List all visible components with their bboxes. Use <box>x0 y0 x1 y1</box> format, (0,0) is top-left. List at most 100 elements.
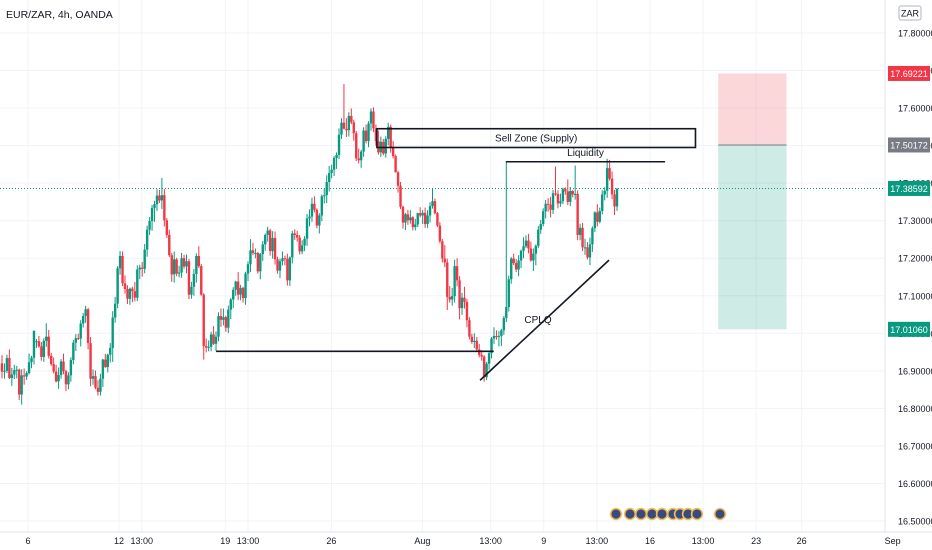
price-tick-label: 17.60000 <box>898 104 932 114</box>
candle <box>495 330 498 340</box>
stop-loss-zone[interactable] <box>718 73 787 145</box>
candle <box>155 189 159 211</box>
candle <box>158 189 161 204</box>
candle <box>244 271 247 305</box>
drawings[interactable]: Sell Zone (Supply) Liquidity CPLQ <box>216 127 697 381</box>
price-tick-label: 16.50000 <box>898 517 932 527</box>
time-tick-label: 19 <box>220 536 230 546</box>
candle-body <box>337 134 341 155</box>
candle-body <box>268 230 272 252</box>
candle-body <box>598 210 601 222</box>
candle-body <box>460 297 464 309</box>
candle-body <box>350 115 353 123</box>
candle-body <box>192 273 196 287</box>
candle <box>165 218 169 238</box>
time-axis[interactable]: 6 12 13:00 19 13:00 26 Aug 13:00 9 13:00 16 13:00 23… <box>0 531 932 546</box>
grid <box>0 0 894 532</box>
candle <box>409 210 412 224</box>
candle <box>394 154 397 173</box>
event-icon-dot <box>636 509 646 519</box>
candle <box>148 216 151 235</box>
candle-body <box>293 233 296 235</box>
candle-body <box>431 201 434 207</box>
time-tick-label: 16 <box>645 536 655 546</box>
candle <box>35 338 38 348</box>
candle-body <box>544 203 547 212</box>
price-axis[interactable]: 17.8000017.7000017.6000017.5000017.40000… <box>884 0 932 532</box>
candle <box>610 171 614 200</box>
candle <box>364 124 368 144</box>
candle <box>345 118 348 137</box>
short-position-tool[interactable] <box>718 73 787 330</box>
candle-body <box>419 213 422 216</box>
candle-body <box>384 138 387 154</box>
candle-body <box>47 336 50 356</box>
price-tick-label: 17.10000 <box>898 291 932 301</box>
candle <box>497 331 501 347</box>
event-icon <box>645 507 659 521</box>
candle <box>325 175 328 204</box>
cplq-trend-line[interactable] <box>479 259 610 381</box>
time-axis-ticks: 6 12 13:00 19 13:00 26 Aug 13:00 9 13:00 16 13:00 23… <box>25 536 900 546</box>
candle-body <box>288 257 292 281</box>
candle-body <box>514 263 518 270</box>
candle-body <box>123 283 127 290</box>
candle <box>416 212 419 228</box>
candle-body <box>202 294 205 347</box>
candle <box>5 354 9 374</box>
candle <box>387 122 390 146</box>
candle <box>601 190 604 215</box>
candle-body <box>145 229 149 250</box>
candle <box>446 258 449 311</box>
candle <box>185 254 188 274</box>
candle-body <box>224 317 228 328</box>
event-icon <box>634 507 648 521</box>
candle <box>544 200 547 219</box>
candle-body <box>57 374 60 382</box>
currency-badge-label: ZAR <box>901 9 920 19</box>
candle <box>569 186 572 207</box>
candle <box>401 205 405 229</box>
candle <box>315 208 319 229</box>
candle-body <box>35 341 38 343</box>
candle <box>470 333 474 344</box>
candle <box>104 353 107 368</box>
candle <box>261 240 264 261</box>
candle <box>433 198 437 215</box>
candlestick-series <box>0 84 619 405</box>
candle-body <box>200 266 203 295</box>
symbol-title[interactable]: EUR/ZAR, 4h, OANDA <box>6 9 113 21</box>
candle <box>320 194 323 222</box>
candle-body <box>436 213 439 226</box>
candle <box>259 252 262 280</box>
event-icon-dot <box>625 509 635 519</box>
candle-body <box>473 340 476 342</box>
candle-body <box>601 194 604 211</box>
candle <box>118 251 122 275</box>
candle-body <box>222 317 225 320</box>
candle <box>271 231 274 259</box>
take-profit-zone[interactable] <box>718 144 787 330</box>
candle <box>519 249 523 268</box>
candle <box>286 253 289 286</box>
candle-body <box>104 359 107 368</box>
candle-body <box>187 261 191 295</box>
currency-badge[interactable]: ZAR <box>898 5 922 21</box>
candle-body <box>613 194 616 207</box>
candle-body <box>305 218 309 239</box>
sell-zone-rectangle[interactable] <box>376 127 697 149</box>
economic-events[interactable] <box>609 507 727 521</box>
candle-body <box>416 213 419 225</box>
candle-body <box>249 250 252 265</box>
candle <box>586 242 589 260</box>
candle <box>106 353 109 373</box>
candle <box>177 265 181 278</box>
candle-body <box>217 316 220 337</box>
candle <box>133 281 137 302</box>
candle <box>406 209 410 225</box>
candle <box>566 179 569 205</box>
candle-body <box>113 303 117 318</box>
candle-body <box>121 255 124 284</box>
price-tag-label: 17.50172 <box>890 140 928 150</box>
